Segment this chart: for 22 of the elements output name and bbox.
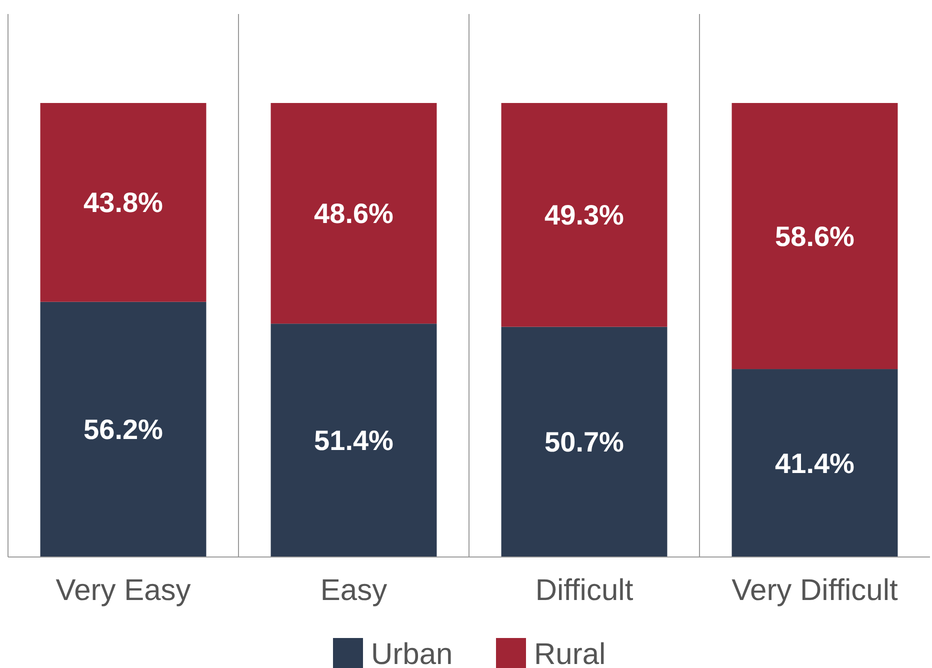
- bar: [501, 102, 668, 327]
- bar: [270, 102, 437, 324]
- bar: [40, 102, 206, 302]
- data-label: 41.4%: [775, 448, 855, 479]
- data-label: 56.2%: [84, 414, 164, 446]
- data-label: 49.3%: [544, 200, 624, 231]
- bar: [270, 324, 437, 557]
- bar: [732, 102, 898, 370]
- legend-label: Urban: [371, 638, 453, 668]
- data-label: 50.7%: [544, 426, 624, 458]
- data-label: 48.6%: [314, 198, 394, 230]
- data-label: 43.8%: [84, 187, 164, 218]
- x-tick-label: Very Difficult: [732, 574, 898, 607]
- data-label: 58.6%: [775, 220, 855, 252]
- legend-label: Rural: [534, 638, 606, 668]
- x-tick-label: Difficult: [535, 574, 634, 607]
- data-label: 51.4%: [314, 425, 394, 456]
- bar: [501, 326, 668, 557]
- x-tick-label: Very Easy: [56, 574, 191, 607]
- bar: [732, 369, 898, 557]
- x-tick-label: Easy: [320, 574, 388, 607]
- bar: [40, 302, 206, 557]
